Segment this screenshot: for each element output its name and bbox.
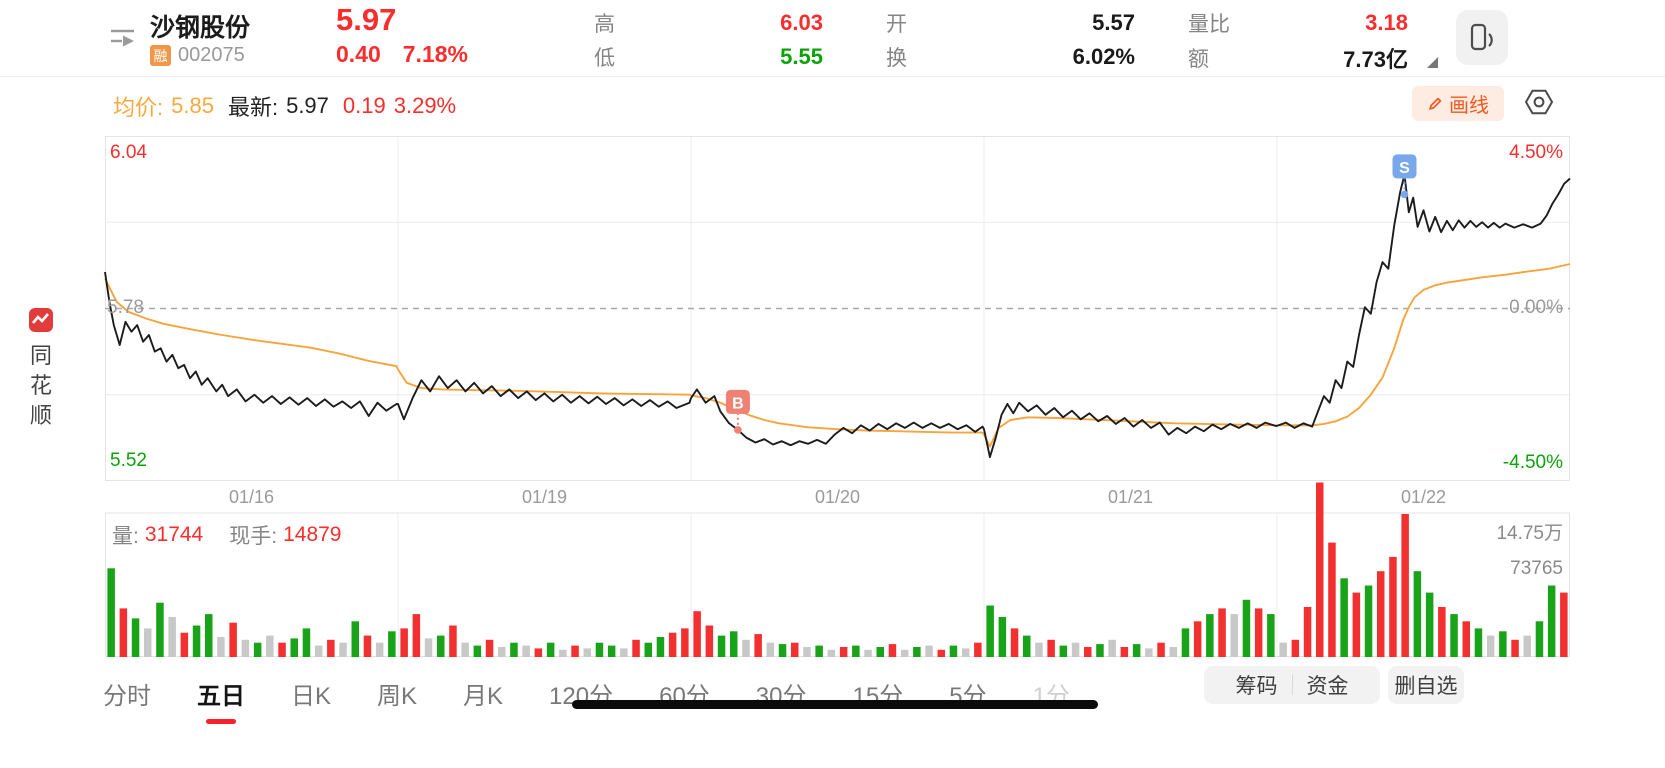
stat-open-label: 开 [886, 13, 907, 36]
avg-price-value: 5.85 [171, 93, 214, 118]
latest-label: 最新: [227, 95, 279, 120]
stat-open: 开 5.57 [886, 8, 1135, 38]
five-day-price-chart[interactable]: B S [104, 136, 1571, 481]
x-axis-date: 01/16 [228, 487, 275, 507]
brand-char: 顺 [29, 403, 52, 428]
chip-group: 筹码 资金 [1204, 666, 1380, 704]
delete-watchlist-label: 删自选 [1394, 675, 1458, 698]
x-axis-date: 01/20 [814, 487, 861, 507]
delete-watchlist-button[interactable]: 删自选 [1388, 666, 1464, 704]
settings-gear-icon[interactable] [1524, 87, 1554, 117]
stat-low-value: 5.55 [780, 44, 823, 69]
current-price: 5.97 [336, 2, 397, 37]
volume-chart[interactable] [105, 482, 1570, 658]
home-indicator [572, 700, 1098, 709]
stock-name: 沙钢股份 [150, 14, 251, 42]
latest-value: 5.97 [286, 93, 329, 118]
stat-low-label: 低 [594, 47, 615, 70]
current-hands-value: 14879 [283, 523, 342, 546]
stat-open-value: 5.57 [1092, 10, 1135, 35]
draw-line-button[interactable]: 画线 [1412, 86, 1504, 121]
y-axis-ref-price: 5.78 [107, 297, 144, 318]
tab-zhouk[interactable]: 周K [377, 683, 418, 710]
stock-code-row: 融 002075 [150, 44, 245, 67]
stat-amount-value: 7.73亿 [1343, 47, 1408, 72]
y-axis-high-price: 6.04 [110, 142, 147, 163]
volume-value: 31744 [144, 523, 204, 546]
chip-chouma[interactable]: 筹码 [1235, 675, 1278, 698]
latest-change-pct: 3.29% [393, 93, 457, 118]
x-axis-date: 01/21 [1107, 487, 1154, 507]
avg-latest-row: 均价: 5.85 最新: 5.97 0.19 3.29% [113, 90, 456, 122]
volume-scale-mid: 73765 [1510, 558, 1563, 579]
stat-turnover-value: 6.02% [1072, 44, 1135, 69]
stat-amount: 额 7.73亿 [1188, 42, 1408, 74]
draw-line-label: 画线 [1449, 95, 1489, 117]
amount-expand-triangle-icon[interactable] [1427, 57, 1438, 68]
volume-label: 量: [112, 525, 139, 548]
buy-marker: B [725, 389, 750, 434]
price-line [104, 173, 1571, 459]
stat-volume-ratio-label: 量比 [1188, 13, 1230, 36]
current-hands-label: 现手: [229, 525, 278, 548]
svg-text:S: S [1399, 160, 1410, 177]
stat-low: 低 5.55 [594, 42, 823, 72]
stat-volume-ratio-value: 3.18 [1365, 10, 1408, 35]
stat-high-label: 高 [594, 13, 615, 36]
brand-char: 花 [29, 373, 52, 398]
tab-rik[interactable]: 日K [291, 683, 332, 710]
y-axis-low-price: 5.52 [110, 450, 147, 471]
price-change: 0.40 [336, 41, 381, 67]
chip-divider [1291, 675, 1293, 695]
stat-high-value: 6.03 [780, 10, 823, 35]
y-axis-pct-zero: 0.00% [1509, 297, 1563, 318]
tab-yuek[interactable]: 月K [463, 683, 504, 710]
pencil-icon [1429, 97, 1442, 110]
price-change-row: 0.40 7.18% [336, 41, 468, 68]
avg-price-label: 均价: [113, 95, 164, 120]
latest-change: 0.19 [342, 93, 386, 118]
chip-zijin[interactable]: 资金 [1306, 675, 1349, 698]
stat-turnover-label: 换 [886, 47, 907, 70]
ths-app-logo [29, 308, 53, 332]
avg-line [104, 263, 1571, 448]
stat-high: 高 6.03 [594, 8, 823, 38]
y-axis-pct-top: 4.50% [1509, 142, 1563, 163]
stat-turnover: 换 6.02% [886, 42, 1135, 72]
stat-amount-label: 额 [1188, 48, 1209, 71]
tab-wuri[interactable]: 五日 [197, 676, 245, 711]
tab-fenshi[interactable]: 分时 [103, 683, 151, 710]
header-divider [0, 76, 1665, 77]
price-change-pct: 7.18% [402, 41, 468, 67]
margin-trading-badge: 融 [150, 45, 171, 66]
stock-code: 002075 [178, 44, 245, 66]
volume-scale-max: 14.75万 [1496, 523, 1563, 544]
stock-switch-icon[interactable] [108, 24, 138, 50]
stat-volume-ratio: 量比 3.18 [1188, 8, 1408, 38]
x-axis-date: 01/19 [521, 487, 568, 507]
sell-marker: S [1392, 154, 1417, 199]
x-axis-date: 01/22 [1400, 487, 1447, 507]
y-axis-pct-bottom: -4.50% [1502, 452, 1563, 473]
svg-text:B: B [732, 395, 744, 412]
volume-header: 量: 31744 现手: 14879 [112, 520, 342, 550]
phone-rotate-icon [1470, 23, 1493, 50]
rotate-screen-button[interactable] [1456, 10, 1508, 65]
brand-char: 同 [29, 343, 52, 368]
